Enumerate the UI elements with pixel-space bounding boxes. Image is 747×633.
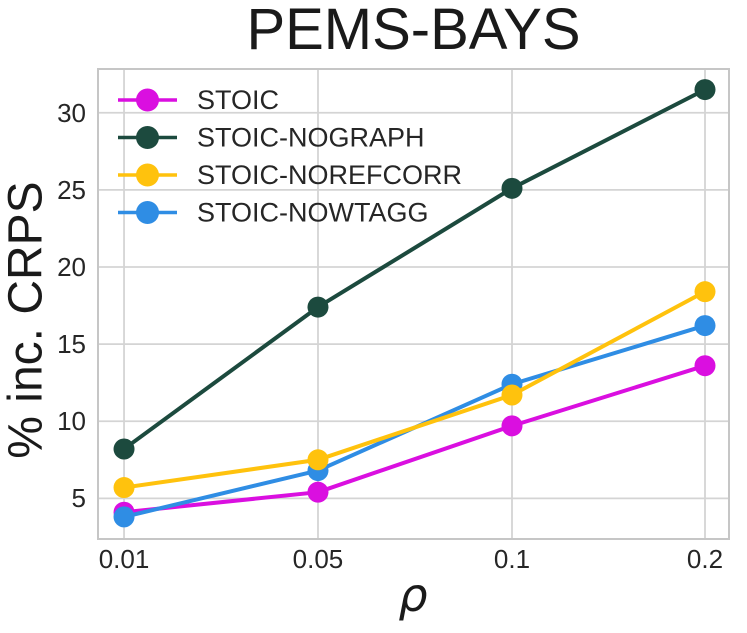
x-axis-label: ρ (398, 568, 428, 622)
series-line-STOIC-NOGRAPH (122, 87, 707, 451)
legend-item-label: STOIC (197, 85, 279, 115)
data-point-STOIC-NOGRAPH (501, 177, 523, 199)
x-tick-label: 0.1 (493, 544, 531, 574)
legend-marker (136, 201, 159, 224)
plot-border (97, 68, 730, 540)
data-point-STOIC-NOGRAPH (113, 438, 135, 460)
legend-item-label: STOIC-NOGRAPH (197, 123, 425, 153)
series-line-STOIC-NOREFCORR (122, 289, 707, 490)
y-tick-label: 25 (57, 174, 86, 205)
data-point-STOIC-NOGRAPH (307, 296, 329, 318)
legend-marker (136, 163, 159, 187)
x-tick-label: 0.05 (292, 544, 344, 574)
chart-title: PEMS-BAYS (246, 0, 581, 62)
data-point-STOIC (307, 481, 329, 503)
data-point-STOIC-NOREFCORR (501, 384, 523, 406)
y-tick-label: 10 (57, 406, 86, 437)
plot-canvas: STOIC STOIC-NOGRAPH STOIC-NOREFCORR STOIC-N… (97, 68, 730, 540)
plot-area: STOIC STOIC-NOGRAPH STOIC-NOREFCORR STOIC-N… (97, 68, 730, 540)
x-tick-label: 0.01 (98, 544, 150, 574)
data-point-STOIC-NOREFCORR (307, 449, 329, 471)
data-point-STOIC-NOWTAGG (694, 315, 716, 337)
y-tick-label: 20 (57, 251, 86, 282)
legend-item-label: STOIC-NOREFCORR (197, 160, 462, 190)
y-tick-label: 5 (71, 483, 86, 514)
y-tick-label: 15 (57, 329, 86, 360)
data-point-STOIC-NOGRAPH (694, 79, 716, 101)
data-point-STOIC-NOREFCORR (113, 477, 135, 499)
data-point-STOIC (501, 415, 523, 437)
legend-marker (136, 88, 159, 112)
y-tick-label: 30 (57, 97, 86, 128)
data-point-STOIC-NOWTAGG (113, 506, 135, 528)
x-tick-label: 0.2 (686, 544, 724, 574)
series-line-STOIC (122, 363, 707, 515)
data-point-STOIC (694, 355, 716, 377)
legend-marker (136, 126, 159, 149)
data-point-STOIC-NOREFCORR (694, 281, 716, 303)
legend-item-label: STOIC-NOWTAGG (197, 198, 429, 228)
